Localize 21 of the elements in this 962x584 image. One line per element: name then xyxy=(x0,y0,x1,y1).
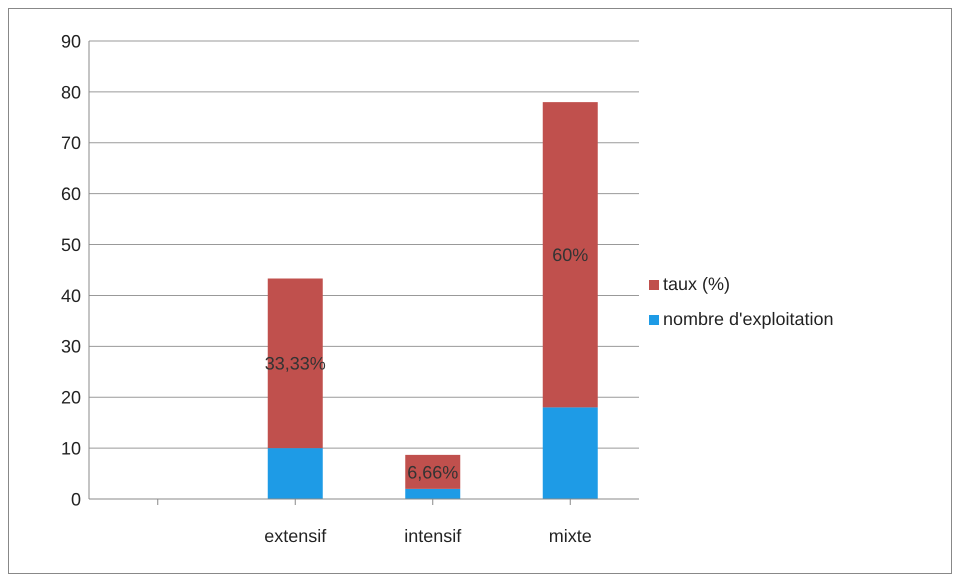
y-tick-label: 10 xyxy=(60,438,81,458)
bar xyxy=(542,407,598,499)
y-tick-label: 80 xyxy=(60,82,81,102)
x-tick-label: mixte xyxy=(548,526,592,546)
y-tick-label: 90 xyxy=(60,31,81,52)
bar xyxy=(405,488,460,499)
y-tick-label: 40 xyxy=(60,286,81,306)
y-tick-label: 30 xyxy=(60,336,81,357)
legend-label: nombre d'exploitation xyxy=(663,309,834,330)
y-tick-label: 60 xyxy=(60,184,81,204)
y-tick-label: 20 xyxy=(60,388,81,408)
legend-label: taux (%) xyxy=(663,274,730,295)
data-label: 6,66% xyxy=(407,462,458,482)
bar xyxy=(268,448,323,499)
bar xyxy=(542,102,598,408)
data-label: 60% xyxy=(552,245,588,266)
y-tick-label: 50 xyxy=(60,234,81,255)
x-tick-label: extensif xyxy=(264,526,328,546)
x-tick-label: intensif xyxy=(404,526,462,546)
y-tick-label: 0 xyxy=(70,489,81,510)
y-tick-label: 70 xyxy=(60,133,81,154)
